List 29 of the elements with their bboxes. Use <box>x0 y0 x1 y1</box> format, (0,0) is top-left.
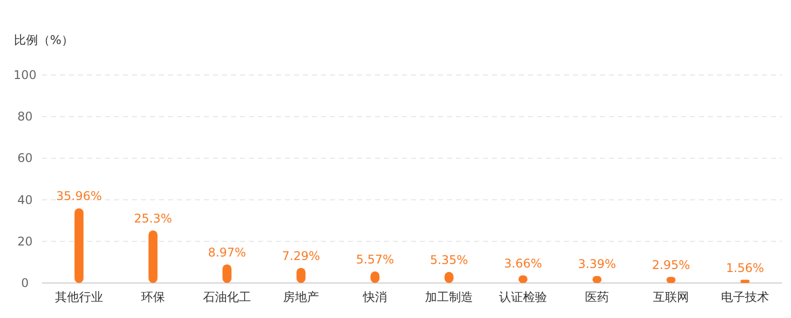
x-tick-label: 认证检验 <box>499 290 547 304</box>
data-label: 35.96% <box>56 189 102 204</box>
y-tick-label: 20 <box>17 234 33 248</box>
x-tick-label: 加工制造 <box>425 290 473 304</box>
data-label: 2.95% <box>652 258 690 272</box>
y-tick-label: 40 <box>17 192 33 207</box>
y-tick-label: 100 <box>14 68 36 82</box>
x-tick-label: 环保 <box>141 290 165 304</box>
bar <box>74 208 84 283</box>
y-tick-label: 0 <box>21 276 29 290</box>
data-label: 3.66% <box>504 256 542 270</box>
x-tick-label: 互联网 <box>653 290 689 304</box>
y-axis-title: 比例（%） <box>14 33 74 47</box>
x-tick-label: 电子技术 <box>721 290 769 304</box>
data-label: 25.3% <box>134 211 172 226</box>
data-label: 3.39% <box>578 256 616 271</box>
y-tick-label: 60 <box>17 151 33 166</box>
data-label: 5.57% <box>356 252 394 266</box>
bar <box>148 230 158 283</box>
x-tick-label: 其他行业 <box>55 290 103 304</box>
data-label: 1.56% <box>726 260 764 275</box>
x-tick-label: 快消 <box>362 290 387 304</box>
x-tick-label: 医药 <box>585 290 609 304</box>
data-label: 5.35% <box>430 252 468 267</box>
x-tick-label: 房地产 <box>283 290 319 304</box>
x-tick-label: 石油化工 <box>203 290 251 304</box>
data-label: 8.97% <box>208 245 246 260</box>
data-label: 7.29% <box>282 248 320 263</box>
y-tick-label: 80 <box>17 110 33 124</box>
